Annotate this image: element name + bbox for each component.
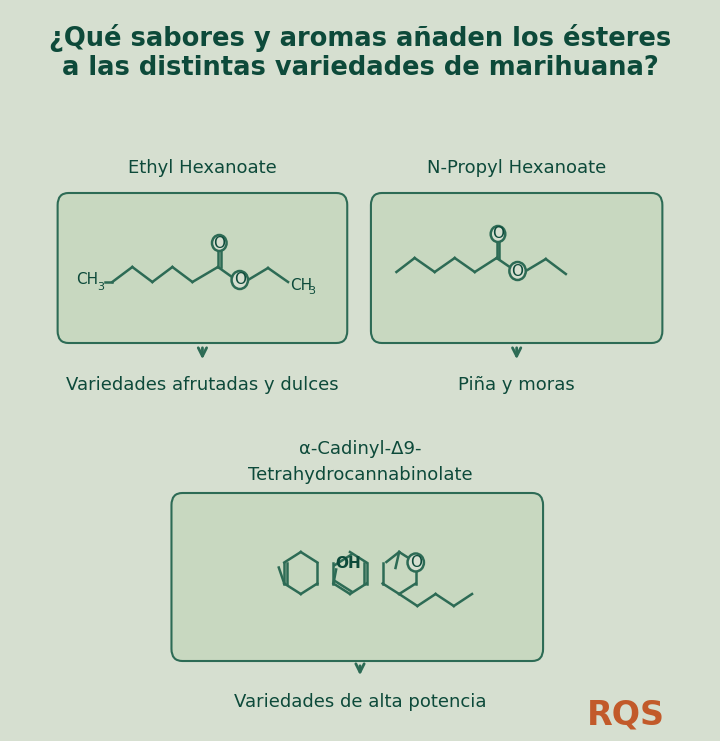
Text: CH: CH xyxy=(290,277,312,293)
Text: 3: 3 xyxy=(97,282,104,292)
Text: O: O xyxy=(512,264,523,279)
Text: O: O xyxy=(234,273,246,288)
Circle shape xyxy=(232,271,248,289)
Circle shape xyxy=(509,262,526,280)
Text: O: O xyxy=(213,236,225,250)
Text: 3: 3 xyxy=(308,286,315,296)
Text: Ethyl Hexanoate: Ethyl Hexanoate xyxy=(128,159,276,177)
FancyBboxPatch shape xyxy=(371,193,662,343)
Text: α-Cadinyl-Δ9-
Tetrahydrocannabinolate: α-Cadinyl-Δ9- Tetrahydrocannabinolate xyxy=(248,440,472,483)
Text: a las distintas variedades de marihuana?: a las distintas variedades de marihuana? xyxy=(62,55,658,81)
Text: O: O xyxy=(492,227,504,242)
Text: Variedades de alta potencia: Variedades de alta potencia xyxy=(234,693,486,711)
Text: ¿Qué sabores y aromas añaden los ésteres: ¿Qué sabores y aromas añaden los ésteres xyxy=(49,24,671,52)
Text: Variedades afrutadas y dulces: Variedades afrutadas y dulces xyxy=(66,376,338,394)
FancyBboxPatch shape xyxy=(58,193,347,343)
Text: O: O xyxy=(410,555,422,570)
Text: Piña y moras: Piña y moras xyxy=(458,376,575,394)
FancyBboxPatch shape xyxy=(171,493,543,661)
Circle shape xyxy=(491,226,505,242)
Text: RQS: RQS xyxy=(587,699,665,731)
Text: OH: OH xyxy=(335,556,361,571)
Circle shape xyxy=(212,235,227,251)
Circle shape xyxy=(408,554,424,571)
Text: N-Propyl Hexanoate: N-Propyl Hexanoate xyxy=(427,159,606,177)
Text: CH: CH xyxy=(76,273,98,288)
